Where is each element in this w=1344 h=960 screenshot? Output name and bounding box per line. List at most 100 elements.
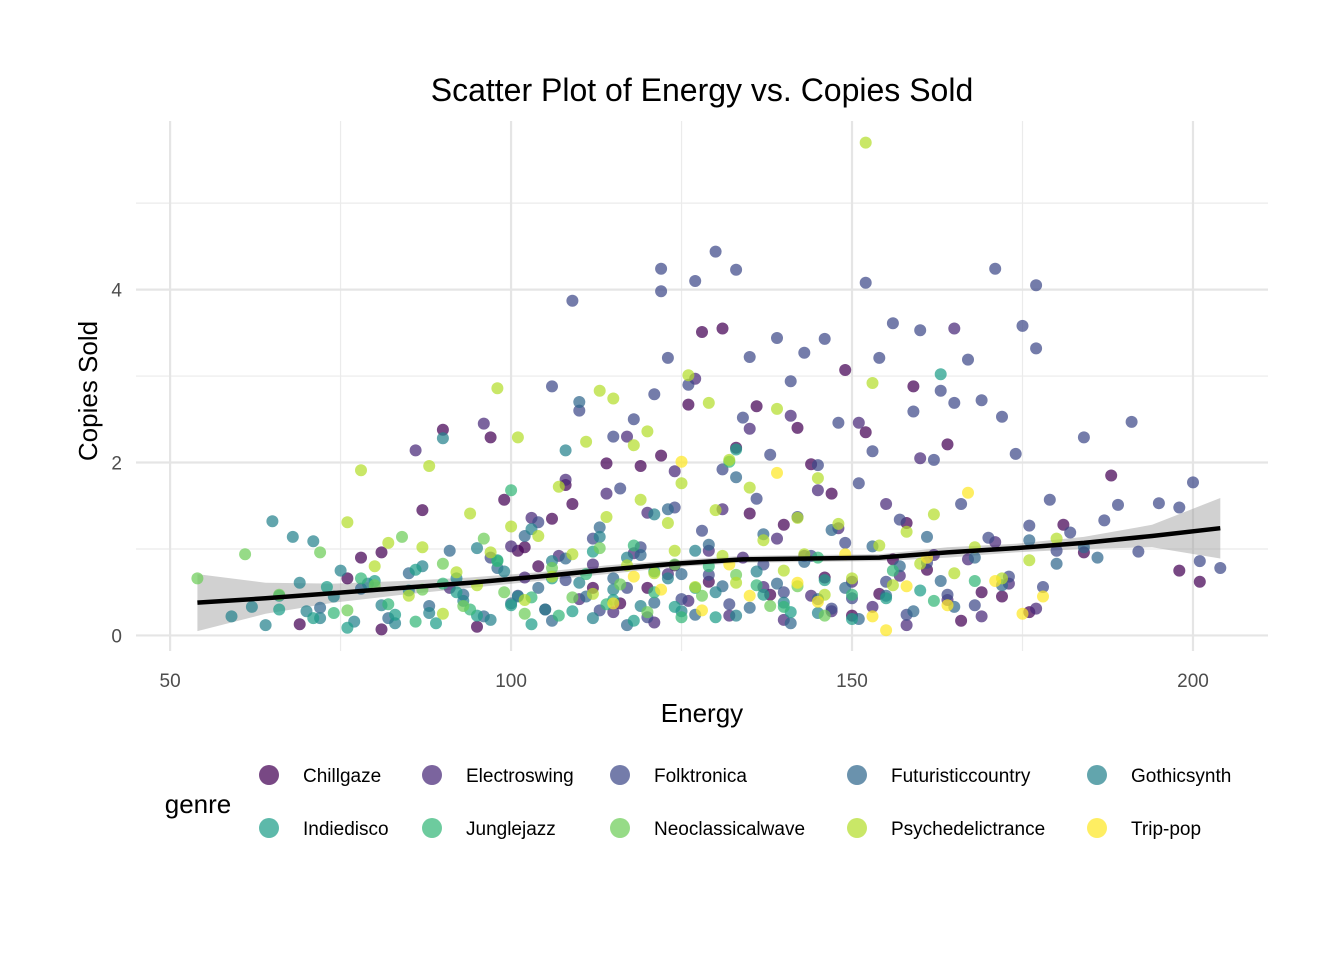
data-point-chillgaze — [1193, 575, 1206, 588]
legend-label-folktronica: Folktronica — [654, 766, 747, 787]
data-point-indiedisco — [320, 581, 333, 593]
legend-key-neoclassicalwave — [610, 818, 630, 838]
data-point-folktronica — [1064, 526, 1077, 539]
data-point-folktronica — [914, 324, 927, 337]
legend-label-electroswing: Electroswing — [466, 766, 574, 787]
data-point-indiedisco — [668, 600, 681, 613]
data-point-indiedisco — [430, 617, 442, 630]
trend-line — [197, 525, 1221, 605]
data-point-psychedelictrance — [873, 539, 886, 552]
data-point-gothicsynth — [423, 607, 436, 619]
data-point-folktronica — [675, 593, 688, 606]
x-tick-label: 50 — [160, 671, 181, 692]
data-point-electroswing — [771, 532, 783, 545]
data-point-indiedisco — [730, 443, 743, 456]
data-point-chillgaze — [518, 541, 531, 554]
data-point-electroswing — [866, 600, 879, 613]
data-point-electroswing — [880, 498, 893, 510]
data-point-psychedelictrance — [832, 517, 845, 530]
data-point-folktronica — [1187, 476, 1199, 489]
data-point-gothicsynth — [539, 603, 552, 616]
data-point-junglejazz — [968, 575, 981, 587]
data-point-gothicsynth — [484, 613, 497, 626]
data-point-junglejazz — [409, 615, 422, 628]
data-point-folktronica — [975, 394, 988, 407]
data-point-folktronica — [1030, 279, 1043, 292]
data-point-folktronica — [566, 294, 579, 307]
data-point-folktronica — [1037, 581, 1049, 593]
data-point-psychedelictrance — [464, 507, 477, 520]
legend-key-trip-pop — [1087, 818, 1107, 838]
x-tick-label: 100 — [495, 671, 527, 692]
legend-label-psychedelictrance: Psychedelictrance — [891, 819, 1045, 840]
data-point-psychedelictrance — [900, 525, 913, 538]
data-point-electroswing — [600, 487, 613, 500]
data-point-chillgaze — [375, 546, 388, 559]
data-point-junglejazz — [491, 555, 504, 568]
data-point-neoclassicalwave — [593, 542, 606, 555]
data-point-folktronica — [702, 568, 715, 581]
data-point-trip-pop — [880, 624, 893, 637]
x-tick-label: 150 — [836, 671, 868, 692]
x-axis-label: Energy — [661, 698, 743, 728]
legend-key-electroswing — [422, 765, 442, 785]
data-point-psychedelictrance — [811, 472, 824, 485]
data-point-indiedisco — [566, 605, 579, 618]
data-point-junglejazz — [627, 539, 640, 552]
data-point-psychedelictrance — [634, 493, 647, 506]
data-point-psychedelictrance — [661, 517, 674, 529]
data-point-futuristiccountry — [573, 396, 586, 408]
data-point-psychedelictrance — [675, 477, 688, 490]
data-point-neoclassicalwave — [341, 604, 354, 617]
data-point-folktronica — [648, 388, 661, 401]
data-point-folktronica — [743, 351, 756, 363]
data-point-psychedelictrance — [423, 460, 436, 472]
data-point-folktronica — [1050, 544, 1063, 557]
data-point-neoclassicalwave — [641, 606, 654, 619]
data-point-folktronica — [1016, 319, 1029, 332]
data-point-chillgaze — [839, 364, 852, 376]
data-point-neoclassicalwave — [614, 578, 627, 591]
data-point-psychedelictrance — [743, 481, 756, 494]
data-point-folktronica — [655, 285, 668, 298]
data-point-neoclassicalwave — [498, 586, 511, 599]
data-point-folktronica — [859, 276, 872, 289]
data-point-psychedelictrance — [552, 480, 565, 493]
data-point-psychedelictrance — [948, 567, 961, 580]
data-point-trip-pop — [696, 604, 708, 617]
data-point-psychedelictrance — [341, 516, 354, 529]
data-point-neoclassicalwave — [566, 591, 579, 604]
data-point-psychedelictrance — [416, 541, 429, 554]
data-point-psychedelictrance — [600, 511, 613, 523]
data-point-folktronica — [962, 353, 974, 366]
data-point-folktronica — [546, 380, 558, 393]
data-point-neoclassicalwave — [314, 546, 327, 559]
data-point-psychedelictrance — [1050, 532, 1063, 545]
data-point-folktronica — [811, 459, 824, 472]
data-point-indiedisco — [525, 618, 538, 631]
legend-label-gothicsynth: Gothicsynth — [1131, 766, 1231, 787]
data-point-electroswing — [505, 540, 518, 553]
data-point-folktronica — [573, 404, 586, 417]
data-point-folktronica — [893, 513, 906, 526]
data-point-chillgaze — [975, 586, 988, 599]
legend-label-neoclassicalwave: Neoclassicalwave — [654, 819, 805, 840]
data-point-psychedelictrance — [771, 402, 783, 415]
data-point-gothicsynth — [648, 508, 661, 521]
legend-label-junglejazz: Junglejazz — [466, 819, 556, 840]
data-point-electroswing — [1030, 602, 1043, 615]
data-point-chillgaze — [750, 400, 763, 413]
data-point-folktronica — [1132, 545, 1145, 558]
data-point-folktronica — [709, 245, 722, 258]
data-point-futuristiccountry — [730, 471, 743, 484]
data-point-chillgaze — [716, 322, 729, 335]
data-point-chillgaze — [484, 431, 497, 444]
data-point-psychedelictrance — [436, 607, 449, 620]
chart-title: Scatter Plot of Energy vs. Copies Sold — [431, 72, 973, 108]
data-point-indiedisco — [880, 592, 893, 605]
data-point-chillgaze — [859, 426, 872, 439]
data-point-chillgaze — [941, 438, 954, 451]
data-point-junglejazz — [355, 572, 367, 585]
x-tick-label: 200 — [1177, 671, 1209, 692]
data-point-folktronica — [1043, 493, 1056, 506]
